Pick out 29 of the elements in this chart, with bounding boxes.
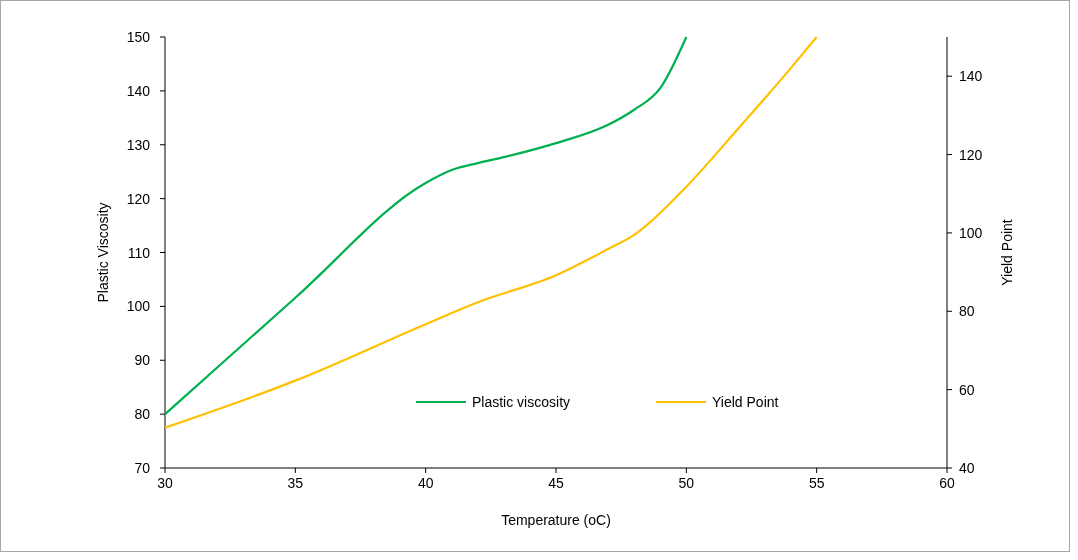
x-tick-label: 35	[287, 475, 304, 491]
y-tick-label: 130	[126, 136, 151, 153]
y2-tick-label: 80	[959, 303, 975, 320]
x-tick-label: 45	[548, 475, 564, 491]
y-tick-label: 150	[126, 29, 151, 45]
x-tick-label: 40	[417, 475, 434, 491]
x-tick-label: 55	[808, 475, 825, 491]
x-tick-label: 50	[678, 475, 695, 491]
y2-tick-label: 140	[959, 68, 983, 85]
y-axis-title: Plastic Viscosity	[95, 202, 111, 303]
legend-label: Yield Point	[712, 394, 779, 410]
y-tick-label: 140	[126, 82, 151, 99]
y2-axis-title: Yield Point	[999, 219, 1015, 286]
y2-tick-label: 40	[959, 460, 975, 476]
x-tick-label: 60	[939, 475, 955, 491]
y2-tick-label: 120	[959, 146, 983, 163]
y2-tick-label: 100	[959, 224, 983, 241]
y-tick-label: 80	[134, 406, 151, 423]
y-tick-label: 100	[126, 298, 151, 315]
y-tick-label: 120	[126, 190, 151, 207]
x-tick-label: 30	[157, 475, 173, 491]
y-tick-label: 90	[134, 352, 151, 369]
line-series	[163, 35, 688, 416]
y-tick-label: 70	[134, 460, 151, 476]
y2-tick-label: 60	[959, 381, 975, 398]
legend-label: Plastic viscosity	[472, 394, 571, 410]
x-axis-title: Temperature (oC)	[501, 512, 611, 528]
y-tick-label: 110	[127, 244, 151, 261]
line-series	[163, 35, 818, 429]
